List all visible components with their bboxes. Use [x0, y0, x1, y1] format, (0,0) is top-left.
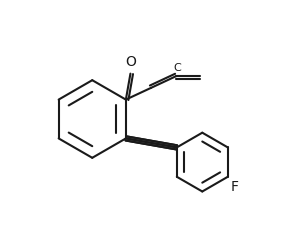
Text: O: O	[125, 55, 136, 69]
Text: C: C	[173, 63, 181, 73]
Text: F: F	[231, 180, 238, 194]
